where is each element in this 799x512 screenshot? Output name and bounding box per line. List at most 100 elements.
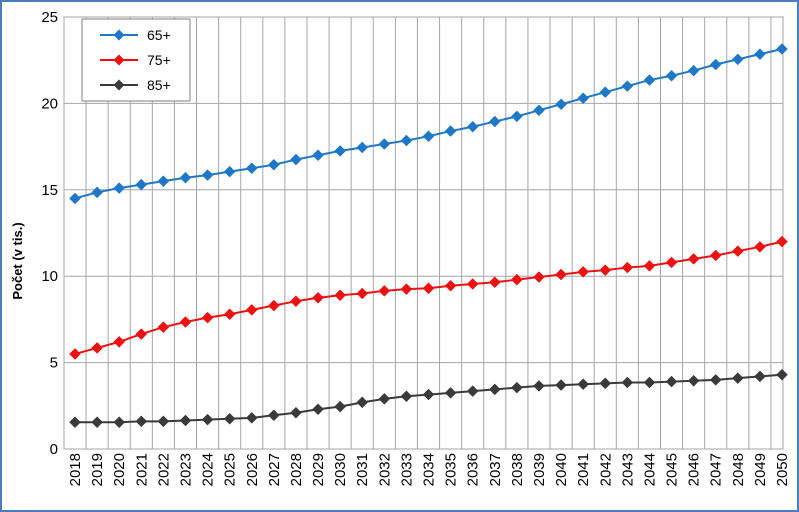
legend-marker [113,29,125,41]
x-axis: 2018 2019 2020 2021 2022 2023 2024 2025 2026 2027… [67,453,791,486]
legend-label: 85+ [147,77,171,93]
x-tick-label: 2030 [332,453,349,486]
x-tick-label: 2035 [443,453,460,486]
data-point [113,182,126,194]
x-tick-label: 2045 [664,453,681,486]
data-point [488,276,501,289]
data-point [422,130,435,143]
data-point [444,386,457,399]
data-point [290,295,302,308]
data-point [709,249,722,262]
y-tick-label: 20 [41,95,58,112]
y-tick-label: 5 [50,355,58,372]
y-tick-label: 0 [50,441,58,458]
data-point [687,253,700,265]
x-tick-label: 2037 [487,453,504,486]
x-tick-label: 2036 [465,453,482,486]
data-point [69,416,81,429]
x-tick-label: 2044 [641,453,658,486]
data-point [687,64,700,77]
data-point [709,374,722,386]
data-point [157,321,170,334]
x-tick-label: 2029 [310,453,327,486]
data-point [731,53,744,66]
data-point [665,69,678,82]
data-point [245,304,258,316]
x-tick-label: 2033 [398,453,415,486]
data-point [511,273,523,286]
x-tick-label: 2042 [597,453,614,486]
data-point [776,368,788,381]
x-tick-label: 2038 [509,453,526,486]
data-point [356,287,369,300]
x-tick-label: 2031 [354,453,371,486]
data-point [643,74,656,86]
x-tick-label: 2043 [619,453,636,486]
data-point [400,134,413,147]
y-axis-title: Počet (v tis.) [10,222,25,299]
data-point [444,279,457,292]
data-point [621,261,634,274]
x-tick-label: 2019 [89,453,106,486]
data-point [555,98,567,111]
data-point [135,415,148,428]
data-point [267,299,280,312]
data-point [422,282,435,295]
legend-label: 65+ [147,27,171,43]
data-point [334,400,346,413]
data-point [533,104,545,117]
data-point [599,264,612,277]
data-point [643,376,656,389]
x-tick-label: 2048 [730,453,747,486]
data-point [356,141,369,154]
data-point [533,380,545,392]
series-line [74,240,783,355]
data-point [511,110,523,123]
data-point [223,308,236,321]
data-point [400,283,413,296]
series-75plus [69,235,788,360]
x-tick-label: 2047 [708,453,725,486]
data-point [378,138,391,150]
data-point [334,145,346,157]
data-point [466,385,479,397]
data-point [135,178,148,191]
legend-label: 75+ [147,52,171,68]
data-point [91,186,103,199]
data-point [466,278,479,290]
x-tick-label: 2027 [266,453,283,486]
data-point [157,175,170,188]
data-point [69,348,81,360]
data-point [555,268,567,281]
x-tick-label: 2028 [288,453,305,486]
x-tick-label: 2039 [531,453,548,486]
data-point [488,115,501,128]
data-point [69,192,81,205]
x-tick-label: 2025 [222,453,239,486]
data-point [731,245,744,257]
x-tick-label: 2023 [177,453,194,486]
data-point [267,158,280,171]
data-point [776,235,788,248]
data-point [621,376,634,389]
series-65plus [69,43,788,205]
data-point [621,80,634,92]
data-point [201,169,214,181]
legend-marker [113,54,125,66]
series-85plus [69,368,788,429]
x-tick-label: 2021 [133,453,150,486]
data-point [113,336,126,348]
data-point [577,92,590,105]
data-point [687,374,700,387]
y-tick-label: 10 [41,268,58,285]
legend-marker [113,79,125,91]
x-tick-label: 2020 [111,453,128,486]
data-point [754,370,766,383]
data-point [665,375,678,388]
data-point [223,165,236,178]
data-point [245,412,258,424]
data-point [356,396,369,409]
data-point [378,285,391,297]
y-tick-label: 15 [41,182,58,199]
data-point [267,409,280,422]
